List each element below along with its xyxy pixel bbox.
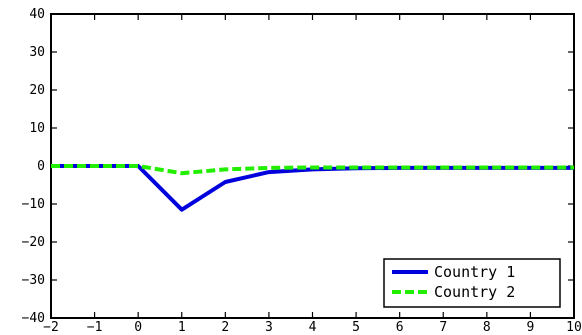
y-tick-label: 0 xyxy=(37,159,45,174)
y-tick-label: 30 xyxy=(29,45,45,60)
y-tick-label: −40 xyxy=(22,311,45,326)
y-tick-label: −10 xyxy=(22,197,45,212)
x-tick-label: −1 xyxy=(87,320,103,335)
legend: Country 1 Country 2 xyxy=(383,258,561,308)
legend-label-country-1: Country 1 xyxy=(434,263,515,281)
legend-box xyxy=(383,258,561,308)
x-tick-label: 10 xyxy=(566,320,582,335)
series-line-1 xyxy=(51,164,574,212)
x-tick-label: 7 xyxy=(439,320,447,335)
x-tick-label: 9 xyxy=(527,320,535,335)
legend-label-country-2: Country 2 xyxy=(434,283,515,301)
y-tick-label: 40 xyxy=(29,7,45,22)
y-tick-label: 10 xyxy=(29,121,45,136)
x-axis-ticks: −2 −1 0 1 2 3 4 5 6 7 8 9 10 xyxy=(43,14,582,335)
x-tick-label: 4 xyxy=(309,320,317,335)
y-tick-label: 20 xyxy=(29,83,45,98)
x-tick-label: 5 xyxy=(352,320,360,335)
x-tick-label: 1 xyxy=(178,320,186,335)
x-tick-label: 8 xyxy=(483,320,491,335)
y-tick-label: −20 xyxy=(22,235,45,250)
y-tick-label: −30 xyxy=(22,273,45,288)
x-tick-label: 6 xyxy=(396,320,404,335)
x-tick-label: −2 xyxy=(43,320,59,335)
series-lines xyxy=(51,164,574,212)
y-axis-ticks: 40 30 20 10 0 −10 −20 −30 −40 xyxy=(22,7,574,326)
x-tick-label: 3 xyxy=(265,320,273,335)
series-line-2 xyxy=(51,164,574,176)
x-tick-label: 2 xyxy=(221,320,229,335)
x-tick-label: 0 xyxy=(134,320,142,335)
